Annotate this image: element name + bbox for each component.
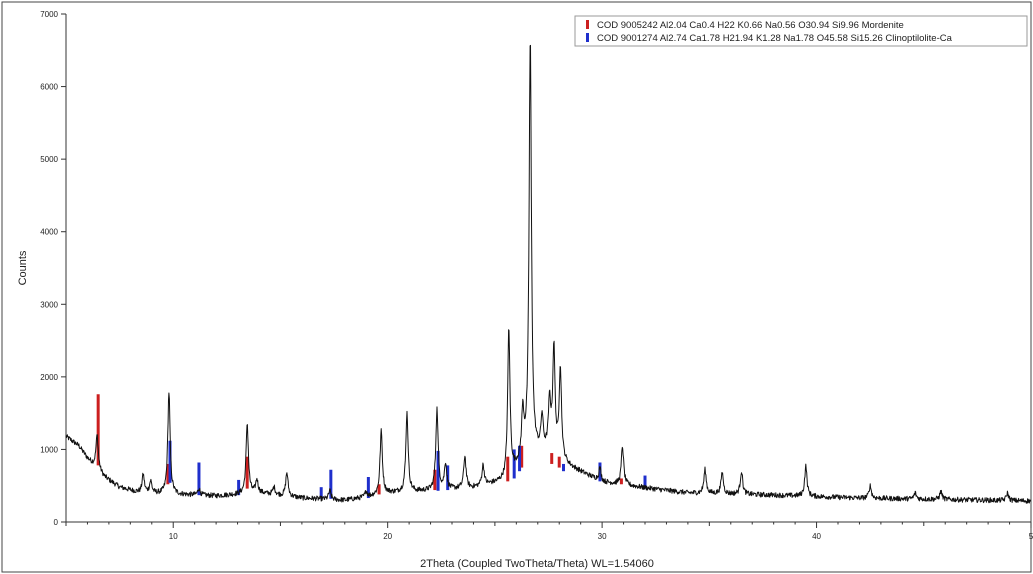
legend-label-clinoptilolite: COD 9001274 Al2.74 Ca1.78 H21.94 K1.28 N… — [597, 33, 953, 44]
y-axis-ticks: 0 1000 2000 3000 4000 5000 6000 7000 — [40, 10, 66, 527]
y-tick-label: 3000 — [40, 300, 58, 309]
x-tick-label: 5 — [1029, 532, 1033, 541]
legend-label-mordenite: COD 9005242 Al2.04 Ca0.4 H22 K0.66 Na0.5… — [597, 20, 904, 31]
x-tick-label: 20 — [383, 532, 392, 541]
legend-swatch-clinoptilolite — [586, 33, 589, 42]
x-tick-label: 40 — [812, 532, 821, 541]
legend-swatch-mordenite — [586, 20, 589, 29]
y-tick-label: 5000 — [40, 155, 58, 164]
y-tick-label: 2000 — [40, 373, 58, 382]
diffraction-pattern — [65, 44, 1032, 504]
y-axis-label: Counts — [17, 250, 29, 285]
y-tick-label: 7000 — [40, 10, 58, 19]
x-axis-label: 2Theta (Coupled TwoTheta/Theta) WL=1.540… — [420, 558, 654, 570]
y-tick-label: 0 — [54, 518, 59, 527]
x-tick-label: 10 — [169, 532, 178, 541]
y-tick-label: 1000 — [40, 445, 58, 454]
x-axis-ticks: 10 20 30 40 5 — [65, 522, 1033, 541]
legend-box — [574, 15, 1028, 47]
legend: COD 9005242 Al2.04 Ca0.4 H22 K0.66 Na0.5… — [574, 15, 1028, 47]
pattern-line — [65, 44, 1032, 504]
x-tick-label: 30 — [598, 532, 607, 541]
y-tick-label: 6000 — [40, 83, 58, 92]
y-tick-label: 4000 — [40, 228, 58, 237]
